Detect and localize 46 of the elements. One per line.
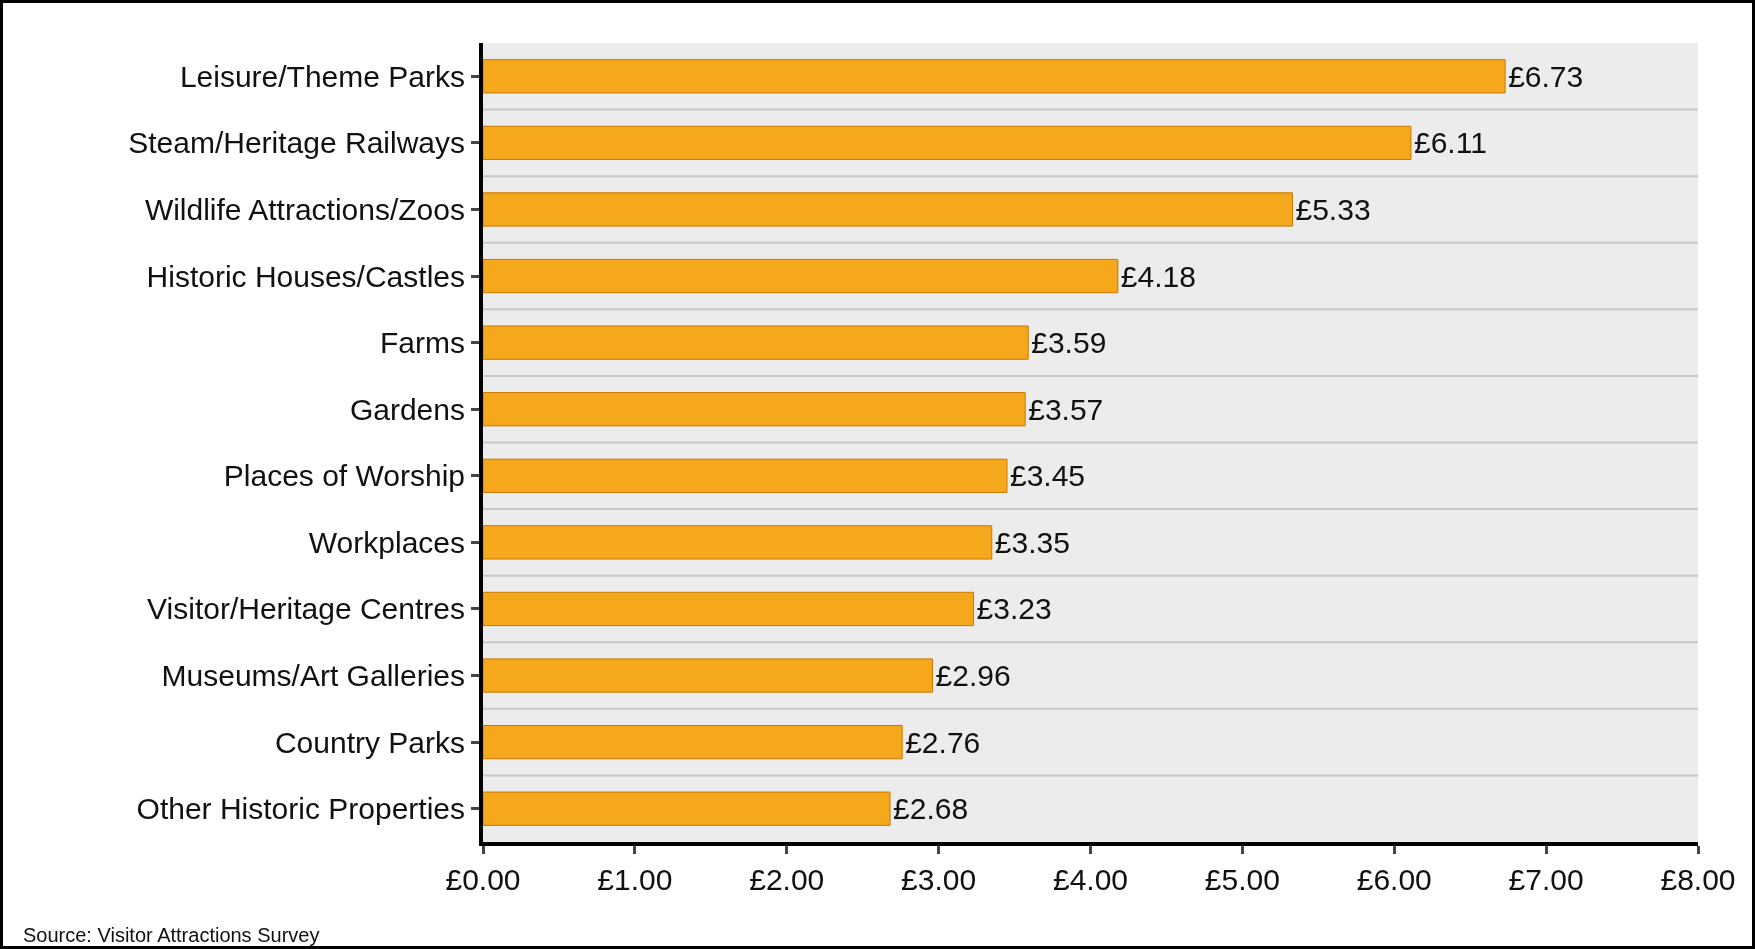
bar — [483, 192, 1293, 227]
y-tick-label: Country Parks — [274, 725, 465, 759]
bar — [483, 658, 934, 693]
bar — [483, 392, 1026, 427]
y-tick-label: Visitor/Heritage Centres — [147, 592, 465, 626]
y-tick-label: Places of Worship — [223, 459, 465, 493]
y-tick-label: Leisure/Theme Parks — [179, 59, 465, 93]
x-tick-label: £6.00 — [1356, 863, 1432, 896]
y-tick-label: Workplaces — [308, 525, 465, 559]
bar — [483, 325, 1029, 360]
bar — [483, 125, 1412, 161]
y-tick-label: Gardens — [349, 392, 465, 426]
x-tick-label: £7.00 — [1508, 863, 1584, 896]
y-tick-label: Wildlife Attractions/Zoos — [144, 192, 465, 226]
x-tick-label: £2.00 — [749, 863, 825, 896]
x-tick-label: £8.00 — [1660, 863, 1736, 896]
x-tick-label: £0.00 — [445, 863, 521, 896]
data-label: £3.23 — [976, 592, 1052, 626]
data-label: £6.73 — [1508, 59, 1584, 93]
y-tick-label: Farms — [380, 326, 465, 360]
data-label: £3.59 — [1031, 326, 1107, 360]
bar — [483, 458, 1008, 493]
y-tick-label: Historic Houses/Castles — [146, 259, 465, 293]
data-label: £3.45 — [1009, 459, 1086, 493]
x-tick-label: £3.00 — [901, 863, 977, 896]
data-label: £3.35 — [994, 525, 1070, 559]
x-tick-label: £5.00 — [1204, 863, 1280, 896]
bar — [483, 591, 975, 627]
data-label: £3.57 — [1028, 392, 1104, 426]
source-note: Source: Visitor Attractions Survey — [23, 924, 320, 946]
y-tick-label: Other Historic Properties — [136, 792, 465, 826]
bar — [483, 258, 1119, 294]
bar — [483, 59, 1506, 94]
x-tick-label: £1.00 — [597, 863, 673, 896]
x-tick-label: £4.00 — [1052, 863, 1129, 896]
data-label: £6.11 — [1413, 126, 1487, 160]
data-label: £2.76 — [905, 725, 981, 759]
y-tick-label: Museums/Art Galleries — [161, 659, 465, 693]
bar — [483, 791, 891, 826]
data-label: £4.18 — [1120, 259, 1196, 293]
bar — [483, 724, 903, 760]
bar — [483, 525, 993, 560]
y-tick-label: Steam/Heritage Railways — [128, 126, 465, 160]
data-label: £5.33 — [1295, 192, 1371, 226]
data-label: £2.96 — [935, 659, 1011, 693]
data-label: £2.68 — [893, 792, 969, 826]
